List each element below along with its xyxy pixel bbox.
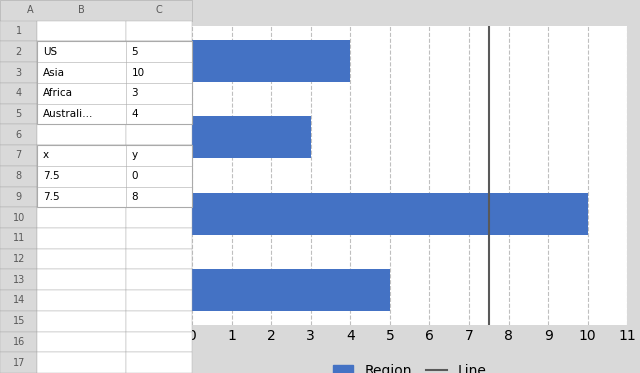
Text: 4: 4 [15, 88, 22, 98]
Text: A: A [26, 5, 33, 15]
Text: 7: 7 [15, 150, 22, 160]
FancyBboxPatch shape [37, 207, 125, 228]
FancyBboxPatch shape [125, 145, 192, 166]
Text: 10: 10 [13, 213, 25, 223]
FancyBboxPatch shape [125, 186, 192, 207]
FancyBboxPatch shape [125, 332, 192, 352]
Text: 8: 8 [15, 171, 22, 181]
FancyBboxPatch shape [125, 62, 192, 83]
FancyBboxPatch shape [37, 352, 125, 373]
FancyBboxPatch shape [0, 41, 37, 62]
Text: 5: 5 [132, 47, 138, 57]
FancyBboxPatch shape [0, 352, 37, 373]
FancyBboxPatch shape [125, 352, 192, 373]
FancyBboxPatch shape [125, 83, 192, 104]
Bar [192, 269, 390, 311]
FancyBboxPatch shape [37, 145, 125, 166]
FancyBboxPatch shape [0, 311, 37, 332]
Text: Asia: Asia [44, 68, 65, 78]
Text: US: US [44, 47, 58, 57]
FancyBboxPatch shape [37, 41, 125, 62]
Text: C: C [156, 5, 163, 15]
Text: 3: 3 [132, 88, 138, 98]
FancyBboxPatch shape [0, 124, 37, 145]
FancyBboxPatch shape [0, 21, 37, 41]
Text: 15: 15 [13, 316, 25, 326]
Legend: Region, Line: Region, Line [327, 358, 492, 373]
Text: 8: 8 [132, 192, 138, 202]
FancyBboxPatch shape [0, 62, 37, 83]
FancyBboxPatch shape [37, 124, 125, 145]
FancyBboxPatch shape [0, 104, 37, 124]
FancyBboxPatch shape [125, 166, 192, 186]
FancyBboxPatch shape [37, 104, 125, 124]
Text: 6: 6 [15, 130, 22, 140]
FancyBboxPatch shape [0, 145, 37, 166]
FancyBboxPatch shape [0, 228, 37, 249]
FancyBboxPatch shape [0, 0, 192, 21]
Text: B: B [78, 5, 85, 15]
FancyBboxPatch shape [125, 249, 192, 269]
Text: 4: 4 [132, 109, 138, 119]
FancyBboxPatch shape [37, 332, 125, 352]
FancyBboxPatch shape [37, 62, 125, 83]
FancyBboxPatch shape [37, 166, 125, 186]
Text: 13: 13 [13, 275, 25, 285]
FancyBboxPatch shape [37, 228, 125, 249]
FancyBboxPatch shape [0, 332, 37, 352]
Text: Africa: Africa [44, 88, 73, 98]
Text: 7.5: 7.5 [44, 192, 60, 202]
Text: 14: 14 [13, 295, 25, 305]
Text: 12: 12 [13, 254, 25, 264]
FancyBboxPatch shape [125, 21, 192, 41]
Text: 17: 17 [13, 358, 25, 368]
FancyBboxPatch shape [0, 83, 37, 104]
FancyBboxPatch shape [125, 124, 192, 145]
FancyBboxPatch shape [37, 186, 125, 207]
FancyBboxPatch shape [125, 104, 192, 124]
Text: Australi…: Australi… [44, 109, 93, 119]
Text: 7.5: 7.5 [44, 171, 60, 181]
Text: 1: 1 [15, 26, 22, 36]
FancyBboxPatch shape [37, 290, 125, 311]
FancyBboxPatch shape [0, 269, 37, 290]
FancyBboxPatch shape [37, 83, 125, 104]
Bar [192, 40, 350, 82]
FancyBboxPatch shape [37, 269, 125, 290]
Text: 9: 9 [15, 192, 22, 202]
FancyBboxPatch shape [125, 269, 192, 290]
FancyBboxPatch shape [37, 249, 125, 269]
FancyBboxPatch shape [125, 228, 192, 249]
FancyBboxPatch shape [0, 166, 37, 186]
FancyBboxPatch shape [37, 145, 192, 207]
FancyBboxPatch shape [37, 311, 125, 332]
Text: 3: 3 [15, 68, 22, 78]
Text: 10: 10 [132, 68, 145, 78]
Text: 0: 0 [132, 171, 138, 181]
Text: 16: 16 [13, 337, 25, 347]
FancyBboxPatch shape [0, 290, 37, 311]
FancyBboxPatch shape [125, 290, 192, 311]
Text: 5: 5 [15, 109, 22, 119]
FancyBboxPatch shape [125, 311, 192, 332]
FancyBboxPatch shape [0, 186, 37, 207]
FancyBboxPatch shape [37, 21, 125, 41]
Text: y: y [132, 150, 138, 160]
FancyBboxPatch shape [37, 41, 192, 124]
FancyBboxPatch shape [125, 207, 192, 228]
Bar [192, 192, 588, 235]
FancyBboxPatch shape [0, 249, 37, 269]
Text: 11: 11 [13, 233, 25, 243]
FancyBboxPatch shape [125, 41, 192, 62]
FancyBboxPatch shape [0, 207, 37, 228]
Bar [192, 116, 310, 158]
Text: x: x [44, 150, 49, 160]
Text: 2: 2 [15, 47, 22, 57]
